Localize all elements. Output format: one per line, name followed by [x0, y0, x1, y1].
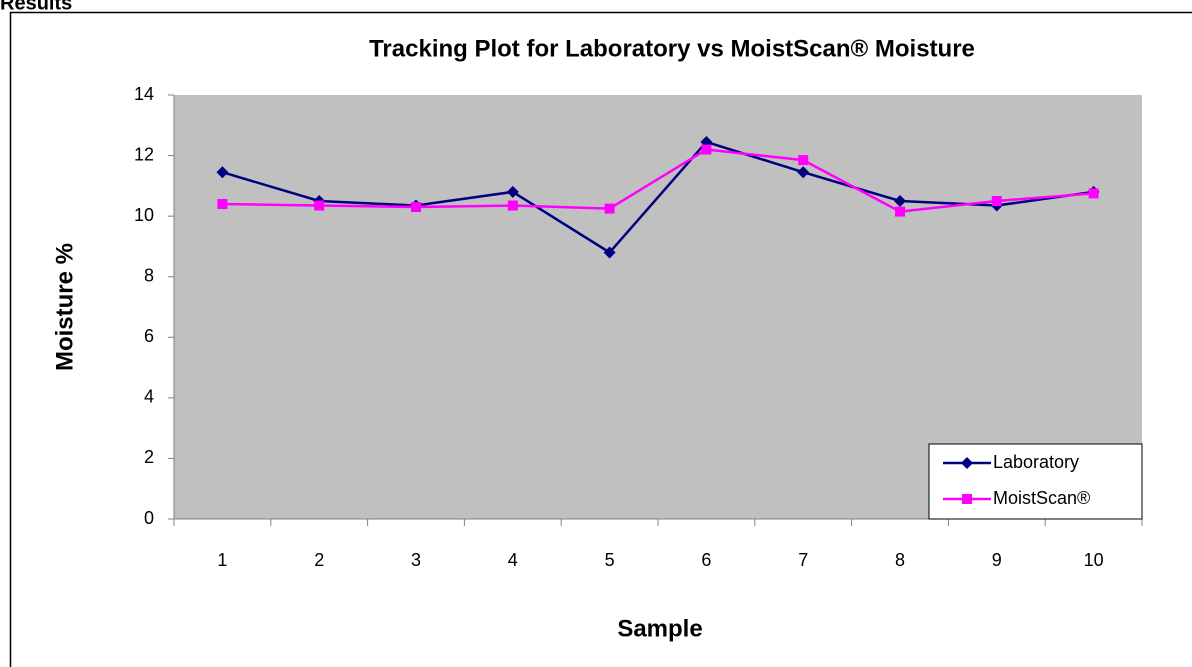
legend-box — [928, 443, 1143, 520]
legend-marker — [961, 457, 973, 469]
series-line — [222, 140, 1094, 255]
x-tick-label: 1 — [217, 550, 227, 570]
data-point — [216, 166, 229, 179]
legend-marker — [962, 494, 972, 504]
data-point — [604, 203, 615, 214]
y-tick-label: 12 — [134, 144, 154, 164]
x-axis-label: Sample — [617, 615, 702, 642]
data-point — [1088, 188, 1099, 199]
y-tick-label: 0 — [144, 508, 154, 528]
data-point — [603, 246, 616, 259]
legend-label: Laboratory — [993, 452, 1079, 472]
y-axis-label: Moisture % — [51, 243, 78, 371]
y-tick-label: 6 — [144, 326, 154, 346]
data-point — [507, 200, 518, 211]
data-point — [217, 199, 228, 210]
heading: Results — [0, 0, 72, 14]
legend: Laboratory MoistScan® — [928, 443, 1143, 520]
series-line — [222, 148, 1094, 213]
x-tick-label: 6 — [701, 550, 711, 570]
y-tick-label: 4 — [144, 387, 154, 407]
x-tick-label: 2 — [314, 550, 324, 570]
x-tick-label: 10 — [1084, 550, 1104, 570]
y-tick-label: 8 — [144, 265, 154, 285]
data-point — [506, 185, 519, 198]
x-tick-label: 5 — [605, 550, 615, 570]
x-tick-label: 4 — [508, 550, 518, 570]
data-point — [991, 196, 1002, 206]
legend-label: MoistScan® — [993, 488, 1090, 508]
data-point — [314, 200, 325, 211]
y-tick-label: 10 — [134, 205, 154, 225]
data-point — [894, 195, 906, 207]
data-point — [701, 144, 712, 155]
y-tick-label: 2 — [144, 447, 154, 467]
y-tick-label: 14 — [134, 84, 154, 104]
x-tick-label: 9 — [992, 550, 1002, 570]
x-tick-label: 3 — [411, 550, 421, 570]
chart-title: Tracking Plot for Laboratory vs MoistSca… — [369, 35, 975, 62]
x-tick-label: 8 — [895, 550, 905, 570]
data-point — [798, 155, 809, 166]
data-point — [411, 202, 421, 213]
data-point — [797, 166, 810, 179]
data-point — [895, 206, 905, 217]
x-tick-label: 7 — [798, 550, 808, 570]
